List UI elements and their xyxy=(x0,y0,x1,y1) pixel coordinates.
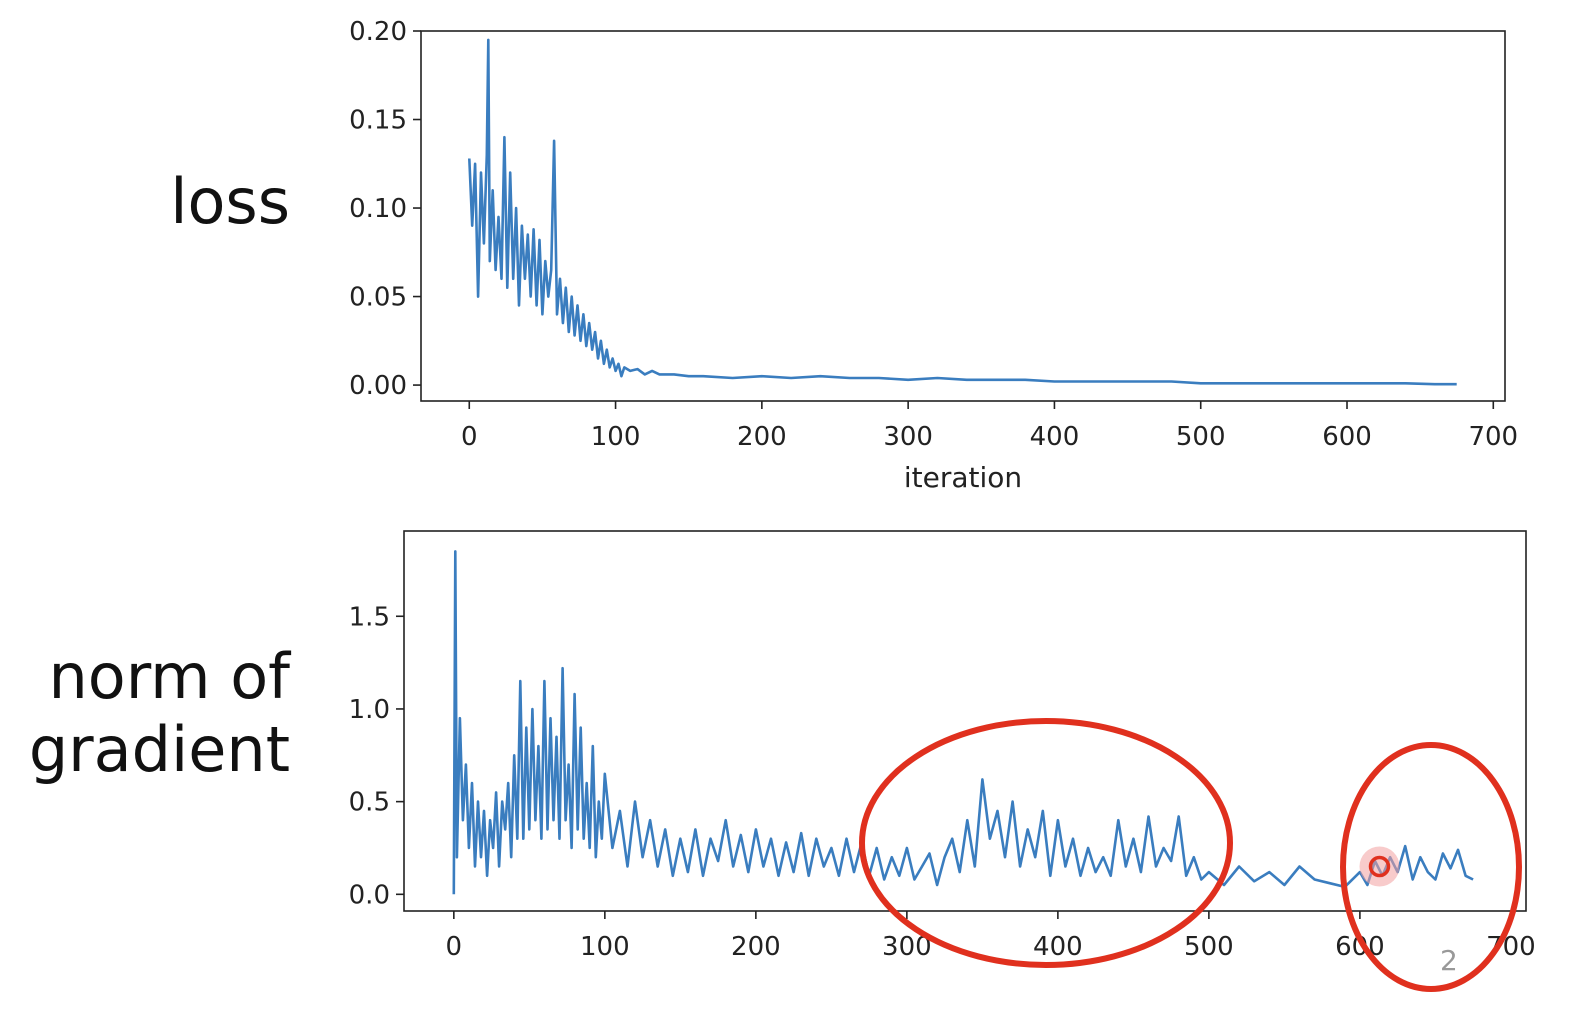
gradient-label-line: gradient xyxy=(28,713,290,787)
grad-ytick-label: 0.0 xyxy=(349,880,390,910)
grad-ytick-label: 1.0 xyxy=(349,695,390,725)
loss-plot-frame xyxy=(420,30,1506,402)
crop-guide xyxy=(0,0,340,420)
loss-ytick-label: 0.20 xyxy=(349,17,407,47)
loss-xtick-label: 200 xyxy=(737,422,787,452)
grad-xtick-label: 200 xyxy=(731,932,781,962)
highlight-ellipse-end xyxy=(1340,742,1522,992)
loss-ytick-label: 0.15 xyxy=(349,106,407,136)
norm-of-label-line: norm of xyxy=(48,640,291,713)
grad-series-line-0 xyxy=(452,550,1474,895)
grad-xtick-label: 400 xyxy=(1033,932,1083,962)
loss-xtick-label: 400 xyxy=(1030,422,1080,452)
loss-series-line-0 xyxy=(468,38,1457,386)
loss-ytick-label: 0.00 xyxy=(349,371,407,401)
loss-xtick-label: 500 xyxy=(1176,422,1226,452)
loss-xtick-label: 0 xyxy=(461,422,478,452)
grad-ytick-label: 1.5 xyxy=(349,602,390,632)
highlight-glow xyxy=(1359,846,1400,887)
loss-xtick-label: 100 xyxy=(591,422,641,452)
grad-plot-frame xyxy=(403,530,1527,912)
loss-xtick-label: 700 xyxy=(1468,422,1518,452)
loss-xtick-label: 600 xyxy=(1322,422,1372,452)
grad-xtick-label: 0 xyxy=(446,932,463,962)
loss-xtick-label: 300 xyxy=(883,422,933,452)
grad-xtick-label: 100 xyxy=(580,932,630,962)
annotation-layer xyxy=(859,718,1522,992)
loss-ytick-label: 0.10 xyxy=(349,194,407,224)
slide-number: 2 xyxy=(1440,944,1458,977)
highlight-ring xyxy=(1368,855,1391,878)
norm-of-gradient-label: norm of gradient xyxy=(29,640,290,786)
loss-xaxis-title: iteration xyxy=(904,461,1022,494)
loss-ytick-label: 0.05 xyxy=(349,283,407,313)
grad-xtick-label: 500 xyxy=(1184,932,1234,962)
loss-label: loss xyxy=(170,165,290,238)
loss-chart: 0 100 200 300 400 500 600 700 0.00 0.05 0.10 0.15 0.… xyxy=(349,17,1518,494)
highlight-ellipse-middle xyxy=(859,718,1233,968)
grad-ytick-label: 0.5 xyxy=(349,788,390,818)
